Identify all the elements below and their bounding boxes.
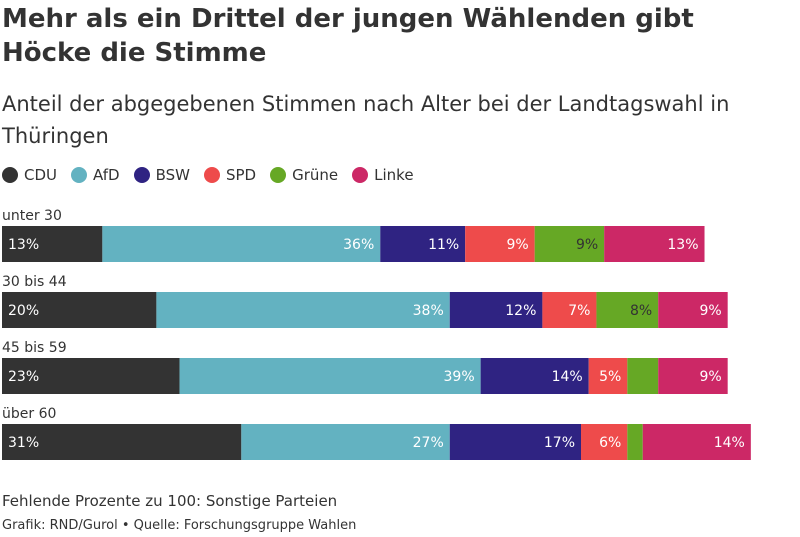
legend-swatch xyxy=(71,167,88,183)
bar-segment xyxy=(2,292,157,328)
data-label: 6% xyxy=(599,435,621,451)
data-label: 5% xyxy=(599,369,621,385)
legend-item: Grüne xyxy=(270,166,338,184)
legend-item: CDU xyxy=(2,166,57,184)
footnote: Fehlende Prozente zu 100: Sonstige Parte… xyxy=(2,492,338,510)
data-label: 7% xyxy=(568,303,590,319)
bar-segment xyxy=(604,226,705,262)
data-label: 8% xyxy=(630,303,652,319)
legend-swatch xyxy=(352,167,369,183)
bar-segment xyxy=(588,358,628,394)
bar-segment xyxy=(465,226,535,262)
legend-label: Grüne xyxy=(292,166,339,184)
bar-segment xyxy=(449,292,543,328)
legend-item: AfD xyxy=(71,166,120,184)
bar-segment xyxy=(542,292,597,328)
data-label: 23% xyxy=(8,369,39,385)
bar-segment xyxy=(658,292,728,328)
category-label: über 60 xyxy=(2,406,56,422)
data-label: 20% xyxy=(8,303,39,319)
bar-segment xyxy=(534,226,605,262)
legend-swatch xyxy=(133,167,150,183)
bar-segment xyxy=(480,358,589,394)
page-subtitle: Anteil der abgegebenen Stimmen nach Alte… xyxy=(2,92,730,148)
bar-segment xyxy=(627,358,659,394)
legend-swatch xyxy=(203,167,220,183)
bar-segment xyxy=(596,292,659,328)
data-label: 13% xyxy=(8,237,39,253)
bar-segment xyxy=(241,424,450,460)
data-label: 17% xyxy=(544,435,575,451)
legend-label: AfD xyxy=(93,166,120,184)
legend-swatch xyxy=(2,167,18,183)
bar-segment xyxy=(102,226,381,262)
legend-item: Linke xyxy=(352,166,414,184)
bar-segment xyxy=(658,358,728,394)
data-label: 11% xyxy=(428,237,459,253)
category-label: 30 bis 44 xyxy=(2,274,67,290)
bar-segment xyxy=(2,424,242,460)
legend-item: SPD xyxy=(203,166,257,184)
data-label: 31% xyxy=(8,435,39,451)
category-label: unter 30 xyxy=(2,208,62,224)
data-label: 9% xyxy=(576,237,598,253)
chart-legend: CDU AfD BSW SPD Grüne Linke xyxy=(2,166,428,184)
bar-segment xyxy=(627,424,643,460)
page-title: Mehr als ein Drittel der jungen Wählende… xyxy=(2,4,694,68)
bar-segment xyxy=(581,424,628,460)
data-label: 12% xyxy=(505,303,536,319)
bar-segment xyxy=(380,226,466,262)
legend-label: Linke xyxy=(374,166,414,184)
legend-label: SPD xyxy=(225,166,257,184)
stacked-bar-chart: unter 30 13% 36% 11% 9% 9% 13% 30 bis 44 20% 38% 1… xyxy=(2,208,751,460)
legend-label: BSW xyxy=(155,166,190,184)
legend-item: BSW xyxy=(133,166,190,184)
data-label: 39% xyxy=(444,369,475,385)
category-label: 45 bis 59 xyxy=(2,340,67,356)
bar-segment xyxy=(179,358,481,394)
data-label: 27% xyxy=(413,435,444,451)
bar-segment xyxy=(2,358,180,394)
data-label: 36% xyxy=(343,237,374,253)
legend-swatch xyxy=(270,167,287,183)
bar-segment xyxy=(156,292,450,328)
data-label: 38% xyxy=(413,303,444,319)
data-label: 13% xyxy=(667,237,698,253)
data-label: 14% xyxy=(552,369,583,385)
data-label: 9% xyxy=(506,237,528,253)
legend-label: CDU xyxy=(24,166,58,184)
source-credit: Grafik: RND/Gurol • Quelle: Forschungsgr… xyxy=(2,518,357,533)
data-label: 9% xyxy=(699,369,721,385)
data-label: 9% xyxy=(699,303,721,319)
bar-segment xyxy=(2,226,103,262)
bar-segment xyxy=(642,424,751,460)
bar-segment xyxy=(449,424,581,460)
data-label: 14% xyxy=(714,435,745,451)
